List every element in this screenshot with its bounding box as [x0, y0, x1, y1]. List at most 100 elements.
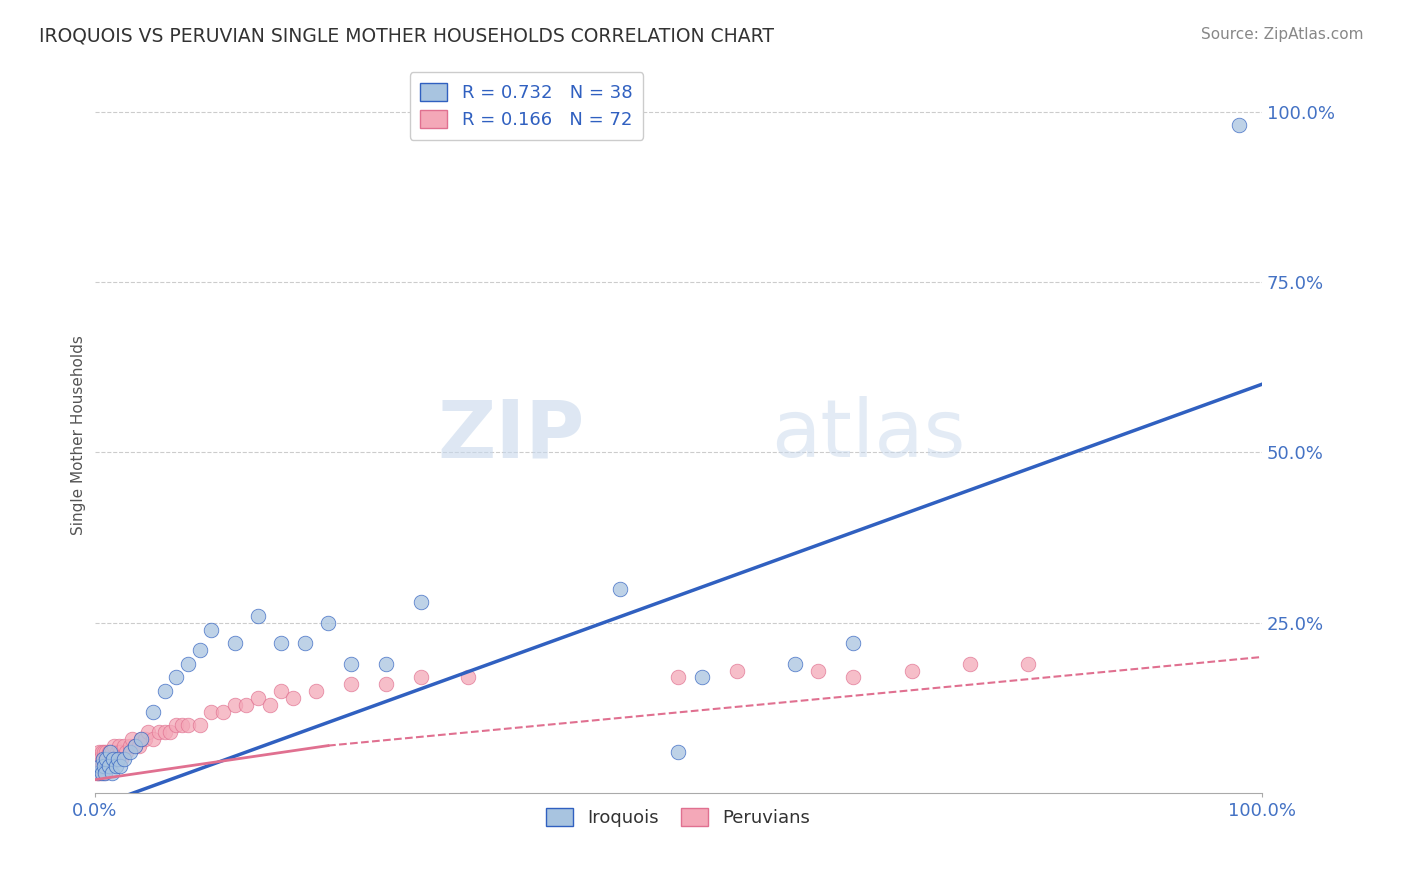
Text: IROQUOIS VS PERUVIAN SINGLE MOTHER HOUSEHOLDS CORRELATION CHART: IROQUOIS VS PERUVIAN SINGLE MOTHER HOUSE…	[39, 27, 775, 45]
Point	[842, 670, 865, 684]
Point	[107, 752, 129, 766]
Point	[281, 690, 304, 705]
Point	[294, 636, 316, 650]
Point	[188, 718, 211, 732]
Point	[165, 718, 187, 732]
Point	[86, 752, 108, 766]
Point	[89, 759, 111, 773]
Point	[91, 759, 114, 773]
Point	[129, 731, 152, 746]
Point	[108, 739, 131, 753]
Point	[1227, 118, 1250, 132]
Point	[94, 752, 117, 766]
Point	[340, 677, 363, 691]
Point	[84, 765, 107, 780]
Point	[94, 759, 117, 773]
Point	[89, 759, 111, 773]
Point	[89, 752, 111, 766]
Point	[89, 765, 111, 780]
Point	[98, 746, 121, 760]
Point	[1017, 657, 1039, 671]
Point	[112, 752, 135, 766]
Point	[246, 690, 269, 705]
Point	[136, 725, 159, 739]
Point	[177, 657, 200, 671]
Point	[96, 752, 118, 766]
Point	[103, 752, 125, 766]
Point	[98, 759, 121, 773]
Point	[124, 739, 146, 753]
Point	[305, 684, 328, 698]
Point	[91, 752, 114, 766]
Point	[129, 731, 152, 746]
Point	[107, 752, 129, 766]
Point	[115, 746, 138, 760]
Point	[153, 684, 176, 698]
Point	[87, 765, 110, 780]
Point	[93, 746, 115, 760]
Point	[172, 718, 194, 732]
Point	[121, 731, 143, 746]
Point	[411, 670, 433, 684]
Point	[110, 752, 132, 766]
Point	[142, 731, 165, 746]
Point	[783, 657, 806, 671]
Point	[224, 636, 246, 650]
Point	[101, 765, 124, 780]
Point	[188, 643, 211, 657]
Point	[270, 684, 292, 698]
Point	[142, 705, 165, 719]
Legend: Iroquois, Peruvians: Iroquois, Peruvians	[538, 801, 817, 834]
Point	[87, 765, 110, 780]
Point	[153, 725, 176, 739]
Point	[200, 623, 222, 637]
Point	[200, 705, 222, 719]
Text: ZIP: ZIP	[437, 396, 585, 475]
Point	[457, 670, 479, 684]
Point	[177, 718, 200, 732]
Point	[609, 582, 631, 596]
Text: Source: ZipAtlas.com: Source: ZipAtlas.com	[1201, 27, 1364, 42]
Point	[104, 752, 127, 766]
Point	[159, 725, 181, 739]
Point	[316, 615, 339, 630]
Point	[96, 746, 118, 760]
Point	[690, 670, 713, 684]
Point	[246, 609, 269, 624]
Text: atlas: atlas	[772, 396, 966, 475]
Point	[101, 746, 124, 760]
Point	[270, 636, 292, 650]
Point	[96, 752, 118, 766]
Point	[104, 759, 127, 773]
Point	[118, 739, 141, 753]
Point	[94, 765, 117, 780]
Point	[90, 765, 112, 780]
Point	[212, 705, 235, 719]
Point	[842, 636, 865, 650]
Y-axis label: Single Mother Households: Single Mother Households	[72, 335, 86, 535]
Point	[900, 664, 922, 678]
Point	[97, 759, 120, 773]
Point	[340, 657, 363, 671]
Point	[259, 698, 281, 712]
Point	[103, 739, 125, 753]
Point	[93, 765, 115, 780]
Point	[666, 746, 689, 760]
Point	[86, 759, 108, 773]
Point	[224, 698, 246, 712]
Point	[235, 698, 257, 712]
Point	[100, 752, 122, 766]
Point	[959, 657, 981, 671]
Point	[124, 739, 146, 753]
Point	[103, 752, 125, 766]
Point	[165, 670, 187, 684]
Point	[112, 739, 135, 753]
Point	[105, 746, 128, 760]
Point	[110, 746, 132, 760]
Point	[96, 759, 118, 773]
Point	[134, 731, 156, 746]
Point	[90, 759, 112, 773]
Point	[87, 752, 110, 766]
Point	[118, 746, 141, 760]
Point	[97, 752, 120, 766]
